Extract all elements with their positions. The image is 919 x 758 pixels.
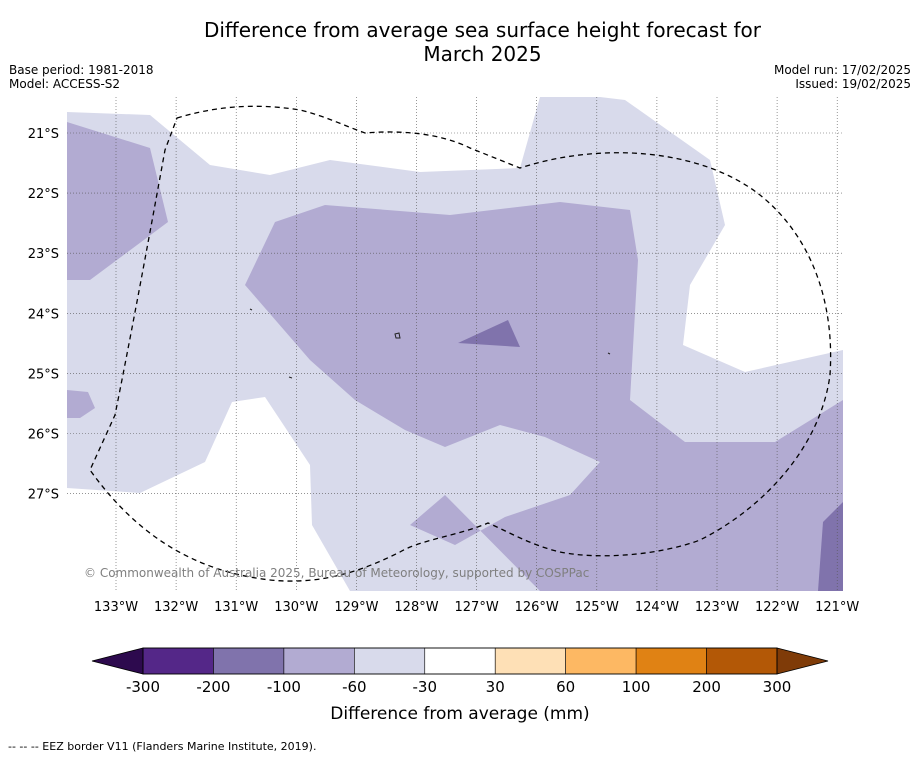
issued-date: Issued: 19/02/2025 [795,77,911,91]
colorbar-frame [142,647,778,675]
latitude-label: 27°S [28,488,59,503]
colorbar-label: -30 [413,678,438,696]
eez-border [89,105,832,582]
map-area [67,97,843,591]
model-run: Model run: 17/02/2025 [773,63,911,77]
longitude-label: 131°W [214,600,258,615]
map-title-line1: Difference from average sea surface heig… [203,18,762,42]
moderate-negative-region-southeast [818,502,843,591]
moderate-negative-region-center [458,320,520,347]
weak-negative-region-central [245,202,843,591]
near-average-region-east [600,97,843,372]
colorbar-label: 300 [763,678,792,696]
longitude-label: 133°W [94,600,138,615]
longitude-label: 128°W [394,600,438,615]
colorbar-label: 200 [692,678,721,696]
longitude-label: 122°W [755,600,799,615]
map-title-line2: March 2025 [423,42,542,66]
graticule [67,97,843,591]
island-marker [394,332,401,339]
longitude-label: 125°W [575,600,619,615]
colorbar-label: 30 [486,678,505,696]
colorbar-boxes [142,647,778,675]
colorbar-label: -100 [267,678,301,696]
longitude-label: 126°W [515,600,559,615]
latitude-label: 21°S [28,127,59,142]
island-marker [249,308,253,311]
longitude-label: 123°W [695,600,739,615]
latitude-labels: 21°S 22°S 23°S 24°S 25°S 26°S 27°S [28,127,59,503]
near-average-region-southwest [67,397,350,591]
longitude-label: 121°W [815,600,859,615]
colorbar-label: 60 [556,678,575,696]
latitude-label: 26°S [28,428,59,443]
longitude-label: 127°W [455,600,499,615]
colorbar-labels: -300 -200 -100 -60 -30 30 60 100 200 300 [126,678,791,696]
longitude-label: 124°W [635,600,679,615]
longitude-label: 130°W [274,600,318,615]
colorbar-label: -60 [342,678,367,696]
latitude-label: 25°S [28,367,59,382]
island-marker [607,352,611,355]
copyright-notice: © Commonwealth of Australia 2025, Bureau… [84,566,589,580]
base-period: Base period: 1981-2018 [9,63,154,77]
longitude-labels: 133°W 132°W 131°W 130°W 129°W 128°W 127°W 126°W… [94,600,860,615]
colorbar-box [354,647,426,675]
model-name: Model: ACCESS-S2 [9,77,121,91]
colorbar: -300 -200 -100 -60 -30 30 60 100 200 300 Differen… [91,647,829,724]
longitude-label: 129°W [334,600,378,615]
colorbar-box [213,647,285,675]
latitude-label: 24°S [28,307,59,322]
colorbar-label: -200 [196,678,230,696]
near-average-region-north [67,97,540,175]
latitude-label: 22°S [28,187,59,202]
colorbar-title: Difference from average (mm) [330,704,589,724]
meta-left: Base period: 1981-2018 Model: ACCESS-S2 [9,63,154,91]
meta-right: Model run: 17/02/2025 Issued: 19/02/2025 [774,63,911,91]
weak-negative-region-small [67,390,95,418]
latitude-label: 23°S [28,247,59,262]
island-marker [288,376,293,379]
colorbar-under-extension [91,647,144,675]
map-title: Difference from average sea surface heig… [0,18,919,66]
colorbar-box [494,647,566,675]
colorbar-over-extension [776,647,829,675]
eez-legend-note: -- -- -- EEZ border V11 (Flanders Marine… [8,740,317,753]
colorbar-box [424,647,496,675]
colorbar-box [706,647,778,675]
colorbar-box [283,647,355,675]
colorbar-box [635,647,707,675]
longitude-label: 132°W [154,600,198,615]
colorbar-label: -300 [126,678,160,696]
weak-negative-region-west [67,122,168,280]
colorbar-box [142,647,214,675]
colorbar-label: 100 [622,678,651,696]
colorbar-box [565,647,637,675]
